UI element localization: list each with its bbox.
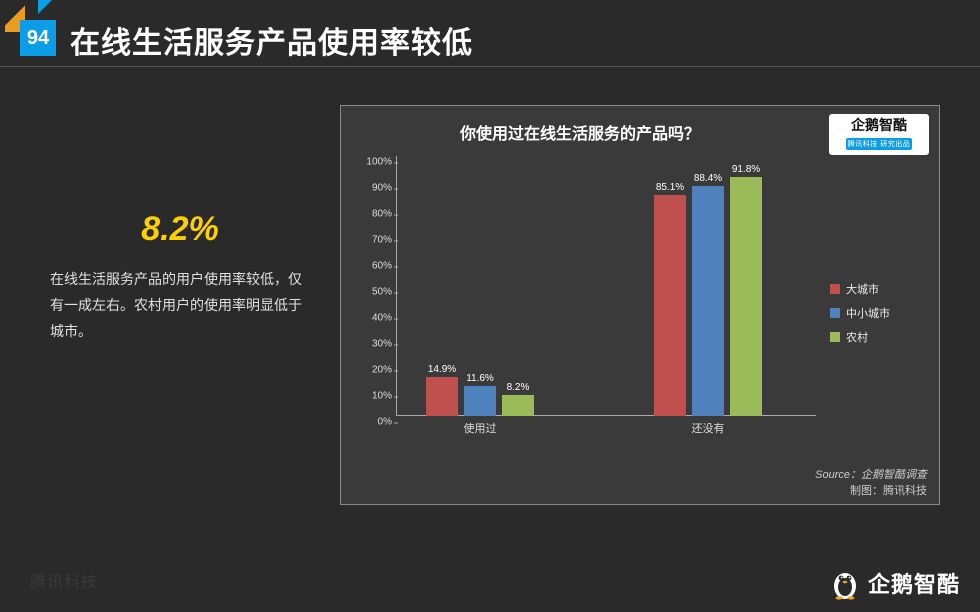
title-underline: [0, 66, 980, 67]
chart-legend: 大城市中小城市农村: [830, 281, 925, 353]
logo-subtext: 腾讯科技 研究出品: [846, 138, 912, 150]
watermark-text: 腾讯科技: [30, 568, 98, 592]
legend-swatch: [830, 332, 840, 342]
slide-number: 94: [20, 20, 56, 56]
corner-accent-blue: [38, 0, 52, 14]
chart-credit: 制图：腾讯科技: [850, 482, 927, 498]
y-tick-label: 20%: [354, 365, 392, 376]
y-tick-label: 0%: [354, 417, 392, 428]
legend-label: 农村: [846, 329, 868, 345]
chart-title: 你使用过在线生活服务的产品吗？: [341, 120, 819, 144]
chart-plot-area: 0%10%20%30%40%50%60%70%80%90%100%使用过14.9…: [396, 156, 816, 436]
footer-brand-text: 企鹅智酷: [868, 567, 960, 599]
y-axis: [396, 156, 397, 416]
headline-stat: 8.2%: [50, 210, 310, 249]
legend-item: 大城市: [830, 281, 925, 297]
bar-value-label: 91.8%: [716, 164, 776, 175]
y-tick-label: 80%: [354, 209, 392, 220]
legend-label: 大城市: [846, 281, 879, 297]
legend-item: 中小城市: [830, 305, 925, 321]
y-tick-label: 70%: [354, 235, 392, 246]
logo-text: 企鹅智酷: [835, 118, 923, 133]
slide-title: 在线生活服务产品使用率较低: [70, 18, 473, 62]
legend-swatch: [830, 308, 840, 318]
bar: [692, 186, 724, 416]
footer-brand: 企鹅智酷: [830, 566, 960, 600]
y-tick-label: 50%: [354, 287, 392, 298]
y-tick-label: 60%: [354, 261, 392, 272]
category-label: 还没有: [692, 420, 725, 436]
chart-source: Source：企鹅智酷调查: [815, 466, 927, 482]
legend-swatch: [830, 284, 840, 294]
chart-panel: 你使用过在线生活服务的产品吗？ 企鹅智酷 腾讯科技 研究出品 0%10%20%3…: [340, 105, 940, 505]
y-tick-label: 40%: [354, 313, 392, 324]
y-tick-label: 100%: [354, 157, 392, 168]
bar: [730, 177, 762, 416]
y-tick-label: 30%: [354, 339, 392, 350]
penguin-icon: [830, 566, 860, 600]
left-column: 8.2% 在线生活服务产品的用户使用率较低，仅有一成左右。农村用户的使用率明显低…: [50, 210, 310, 345]
chart-logo-badge: 企鹅智酷 腾讯科技 研究出品: [829, 114, 929, 155]
y-tick-label: 10%: [354, 391, 392, 402]
legend-item: 农村: [830, 329, 925, 345]
bar: [654, 195, 686, 416]
bar: [502, 395, 534, 416]
description-text: 在线生活服务产品的用户使用率较低，仅有一成左右。农村用户的使用率明显低于城市。: [50, 267, 310, 345]
legend-label: 中小城市: [846, 305, 890, 321]
category-label: 使用过: [464, 420, 497, 436]
bar-value-label: 8.2%: [488, 382, 548, 393]
y-tick-label: 90%: [354, 183, 392, 194]
